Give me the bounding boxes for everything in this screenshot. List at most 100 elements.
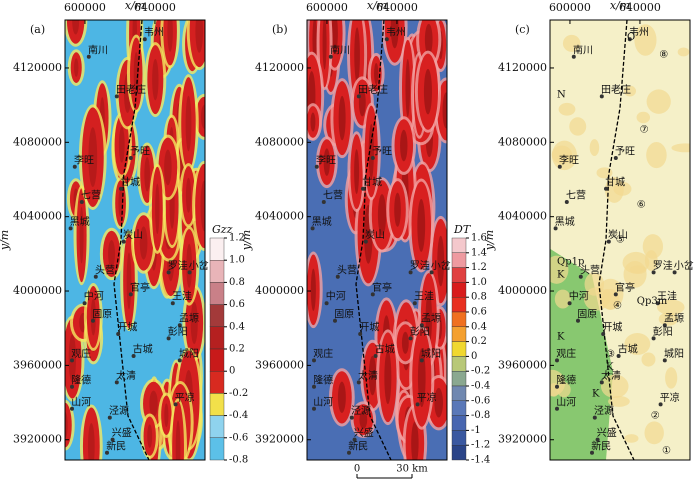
colorbar-label: 1.2 xyxy=(229,233,245,244)
geology-label: K xyxy=(557,331,565,342)
fault xyxy=(598,20,635,460)
colorbar-label: -0.4 xyxy=(229,410,248,421)
formation-patch xyxy=(644,421,664,445)
town-label: 田老庄 xyxy=(358,83,388,96)
town-marker xyxy=(571,54,576,59)
colorbar-label: 0.4 xyxy=(229,321,245,332)
formation-patch xyxy=(646,142,667,169)
town-label: 彭阳 xyxy=(410,325,430,338)
zone-number: ⑥ xyxy=(637,199,646,210)
colorbar-bin xyxy=(451,415,467,431)
y-tick-label: 3960000 xyxy=(498,358,547,371)
town-marker xyxy=(662,323,667,328)
map xyxy=(65,20,205,460)
geology-label: O xyxy=(627,32,635,43)
colorbar-title: Gzz xyxy=(212,223,233,236)
colorbar-bin xyxy=(209,282,225,305)
town-label: 古城 xyxy=(375,343,395,356)
colorbar-bin xyxy=(209,348,225,372)
formation-patch xyxy=(589,139,600,157)
town-marker xyxy=(70,406,74,411)
town-label: 平凉 xyxy=(175,391,195,404)
anomaly-core xyxy=(437,235,445,287)
anomaly-core xyxy=(394,192,401,227)
town-marker xyxy=(142,37,147,42)
town-marker xyxy=(627,37,632,42)
anomaly-core xyxy=(190,301,198,345)
town-label: 中河 xyxy=(326,290,346,303)
colorbar-label: -0.2 xyxy=(471,366,490,377)
anomaly-core xyxy=(423,68,432,115)
formation-patch xyxy=(623,85,637,97)
anomaly xyxy=(65,402,72,448)
formation-patch xyxy=(558,102,576,116)
anomaly-core xyxy=(118,189,123,218)
town-marker xyxy=(601,332,606,336)
town-marker xyxy=(604,186,608,191)
town-label: 开城 xyxy=(359,322,379,334)
town-marker xyxy=(361,186,365,191)
x-tick-label: 600000 xyxy=(306,1,348,14)
town-marker xyxy=(72,164,77,169)
town-label: 予旺 xyxy=(372,146,392,158)
town-marker xyxy=(347,450,351,455)
formation-patch xyxy=(600,374,629,399)
town-label: 炭山 xyxy=(608,229,628,241)
town-label: 七营 xyxy=(323,189,343,202)
colorbar-label: 1.0 xyxy=(471,277,487,288)
town-marker xyxy=(651,336,656,341)
town-label: 平凉 xyxy=(417,391,437,404)
town-marker xyxy=(91,318,95,323)
town-label: 七营 xyxy=(566,189,586,202)
town-marker xyxy=(384,37,389,42)
town-marker xyxy=(557,164,562,169)
town-marker xyxy=(116,332,121,336)
anomaly-core xyxy=(384,350,392,405)
colorbar-bin xyxy=(451,282,467,298)
anomaly-core xyxy=(312,20,317,62)
town-label: 南川 xyxy=(88,43,108,56)
panel-label: (c) xyxy=(515,23,530,36)
formation-patch xyxy=(554,289,571,309)
formation-patch xyxy=(658,312,679,326)
town-label: 李旺 xyxy=(559,153,579,166)
town-label: 田老庄 xyxy=(116,83,146,96)
town-marker xyxy=(613,156,618,160)
town-label: 官亭 xyxy=(372,281,392,294)
anomaly-core xyxy=(65,411,68,439)
town-label: 头营 xyxy=(337,263,357,276)
town-marker xyxy=(419,358,424,363)
anomaly-core xyxy=(147,424,153,448)
town-marker xyxy=(310,226,315,231)
town-marker xyxy=(68,226,73,231)
y-tick-label: 4000000 xyxy=(255,284,304,297)
formation-patch xyxy=(665,367,678,389)
town-marker xyxy=(662,358,667,363)
town-marker xyxy=(335,274,340,279)
anomaly-core xyxy=(411,421,419,460)
town-marker xyxy=(312,358,316,363)
town-label: 彭阳 xyxy=(168,325,188,338)
anomaly-core xyxy=(390,20,399,49)
town-label: 官亭 xyxy=(130,281,150,294)
town-marker xyxy=(321,200,326,204)
anomaly-core xyxy=(72,20,80,35)
town-marker xyxy=(576,318,580,323)
town-marker xyxy=(324,301,329,306)
town-marker xyxy=(429,270,434,275)
town-marker xyxy=(592,415,597,420)
colorbar-label: 0.4 xyxy=(471,321,487,332)
zone-number: ⑦ xyxy=(640,125,649,136)
colorbar-bin xyxy=(451,311,467,328)
town-marker xyxy=(114,94,119,99)
y-axis-label: y/m xyxy=(0,230,11,251)
colorbar-bin xyxy=(451,237,467,254)
anomaly-core xyxy=(337,381,346,413)
town-label: 观庄 xyxy=(313,347,333,360)
town-label: 甘城 xyxy=(605,175,625,188)
town-marker xyxy=(70,384,74,389)
town-label: 固原 xyxy=(92,308,112,320)
x-tick-label: 640000 xyxy=(619,1,661,14)
town-marker xyxy=(370,156,375,160)
fault xyxy=(113,20,150,460)
